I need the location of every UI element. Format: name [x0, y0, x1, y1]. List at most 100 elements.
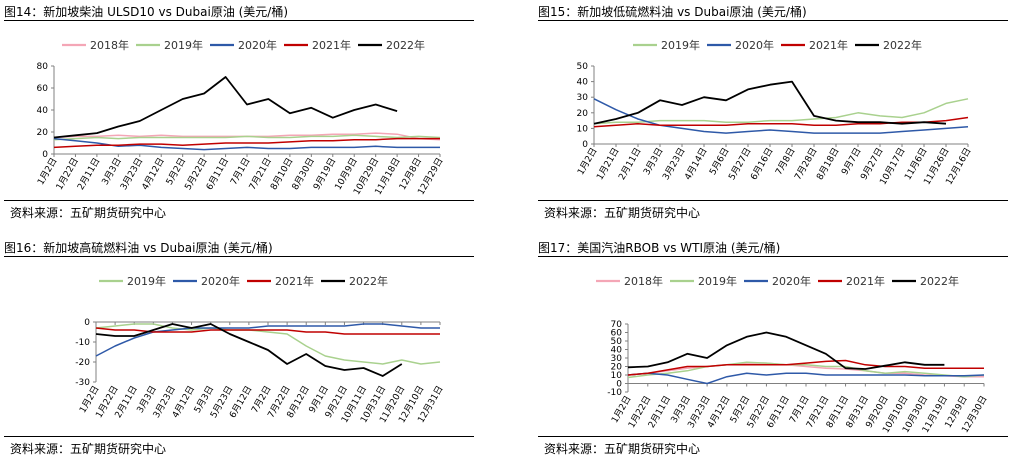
series-line [53, 76, 398, 139]
legend-label: 2018年 [90, 38, 129, 52]
legend-item: 2021年 [247, 274, 314, 288]
legend-label: 2018年 [624, 274, 663, 288]
y-tick-label: 10 [577, 124, 589, 134]
legend-item: 2020年 [210, 38, 277, 52]
legend-item: 2021年 [781, 38, 848, 52]
source-note: 资料来源：五矿期货研究中心 [10, 206, 167, 220]
line-chart: 2018年 2019年 2020年 2021年 2022年 706050403020100… [596, 274, 990, 435]
chart-title: 图14：新加坡柴油 ULSD10 vs Dubai原油 (美元/桶) [4, 5, 289, 19]
x-tick-label: 3月3日 [100, 156, 124, 187]
source-divider [4, 436, 474, 437]
legend-item: 2022年 [892, 274, 959, 288]
legend-label: 2021年 [846, 274, 885, 288]
y-tick-label: 70 [611, 320, 623, 330]
legend: 2019年 2020年 2021年 2022年 [633, 38, 922, 52]
legend-label: 2020年 [735, 38, 774, 52]
series-line [593, 98, 969, 134]
legend: 2018年 2019年 2020年 2021年 2022年 [62, 38, 425, 52]
line-chart: 2018年 2019年 2020年 2021年 2022年0204060801月2日1月… [35, 38, 445, 197]
legend-label: 2020年 [238, 38, 277, 52]
legend: 2019年 2020年 2021年 2022年 [99, 274, 388, 288]
legend: 2018年 2019年 2020年 2021年 2022年 [596, 274, 959, 288]
legend-item: 2019年 [136, 38, 203, 52]
line-chart: 2019年 2020年 2021年 2022年0-10-20-301月2日1月22日2… [75, 274, 445, 425]
legend-label: 2020年 [772, 274, 811, 288]
legend-item: 2019年 [670, 274, 737, 288]
y-tick-label: 20 [37, 128, 49, 138]
y-tick-label: -30 [75, 378, 90, 388]
x-tick-label: 3月3日 [641, 146, 665, 177]
y-tick-label: 60 [611, 329, 623, 339]
legend-label: 2020年 [201, 274, 240, 288]
legend-label: 2019年 [661, 38, 700, 52]
legend-item: 2020年 [173, 274, 240, 288]
y-tick-label: 30 [611, 354, 623, 364]
x-tick-label: 1月2日 [575, 146, 599, 177]
y-tick-label: 40 [611, 346, 623, 356]
legend-label: 2019年 [164, 38, 203, 52]
y-tick-label: 80 [37, 62, 49, 72]
legend-item: 2022年 [358, 38, 425, 52]
y-tick-label: -10 [75, 338, 90, 348]
y-tick-label: 0 [42, 150, 48, 160]
legend-item: 2019年 [633, 38, 700, 52]
chart-panel-singapore-high-sulfur-fuel-oil: 图16：新加坡高硫燃料油 vs Dubai原油 (美元/桶) 2019年 2020… [4, 236, 504, 464]
x-tick-label: 7月8日 [773, 146, 797, 177]
x-tick-label: 5月6日 [707, 146, 731, 177]
y-tick-label: 40 [37, 106, 49, 116]
series-line [593, 116, 969, 128]
title-divider [538, 20, 1008, 21]
chart-title: 图17：美国汽油RBOB vs WTI原油 (美元/桶) [538, 241, 781, 255]
chart-panel-singapore-low-sulfur-fuel-oil: 图15：新加坡低硫燃料油 vs Dubai原油 (美元/桶) 2019年 2020… [538, 0, 1012, 228]
series-line [627, 361, 985, 379]
y-tick-label: 20 [611, 363, 623, 373]
series-line [593, 98, 969, 125]
legend-item: 2020年 [744, 274, 811, 288]
y-tick-label: 40 [577, 78, 589, 88]
source-note: 资料来源：五矿期货研究中心 [544, 442, 701, 456]
legend-item: 2018年 [62, 38, 129, 52]
legend-label: 2021年 [312, 38, 351, 52]
series-line [95, 323, 403, 377]
y-tick-label: 50 [577, 62, 589, 72]
source-divider [538, 200, 1008, 201]
legend-item: 2022年 [855, 38, 922, 52]
legend-item: 2018年 [596, 274, 663, 288]
legend-item: 2022年 [321, 274, 388, 288]
y-tick-label: 20 [577, 109, 589, 119]
chart-title: 图15：新加坡低硫燃料油 vs Dubai原油 (美元/桶) [538, 5, 807, 19]
series-line [53, 134, 441, 141]
series-line [627, 359, 984, 376]
chart-title: 图16：新加坡高硫燃料油 vs Dubai原油 (美元/桶) [4, 241, 273, 255]
legend-item: 2020年 [707, 38, 774, 52]
legend-item: 2019年 [99, 274, 166, 288]
x-tick-label: 9月7日 [839, 146, 863, 177]
x-tick-label: 5月2日 [164, 156, 188, 187]
x-tick-label: 7月1日 [228, 156, 252, 187]
series-line [593, 80, 947, 125]
y-tick-label: 0 [616, 380, 622, 390]
series-line [53, 137, 440, 151]
legend-item: 2021年 [818, 274, 885, 288]
legend-label: 2022年 [349, 274, 388, 288]
title-divider [4, 256, 474, 257]
series-line [95, 323, 440, 357]
source-note: 资料来源：五矿期货研究中心 [544, 206, 701, 220]
legend-item: 2021年 [284, 38, 351, 52]
series-line [95, 323, 441, 365]
legend-label: 2022年 [920, 274, 959, 288]
y-tick-label: -10 [607, 388, 622, 398]
series-line [95, 327, 440, 335]
legend-label: 2021年 [809, 38, 848, 52]
source-divider [538, 436, 1008, 437]
series-line [53, 137, 440, 149]
title-divider [538, 256, 1008, 257]
y-tick-label: -20 [75, 358, 90, 368]
title-divider [4, 20, 474, 21]
source-divider [4, 200, 474, 201]
y-tick-label: 10 [611, 371, 623, 381]
y-tick-label: 60 [37, 84, 49, 94]
y-tick-label: 0 [582, 140, 588, 150]
legend-label: 2019年 [127, 274, 166, 288]
legend-label: 2022年 [386, 38, 425, 52]
